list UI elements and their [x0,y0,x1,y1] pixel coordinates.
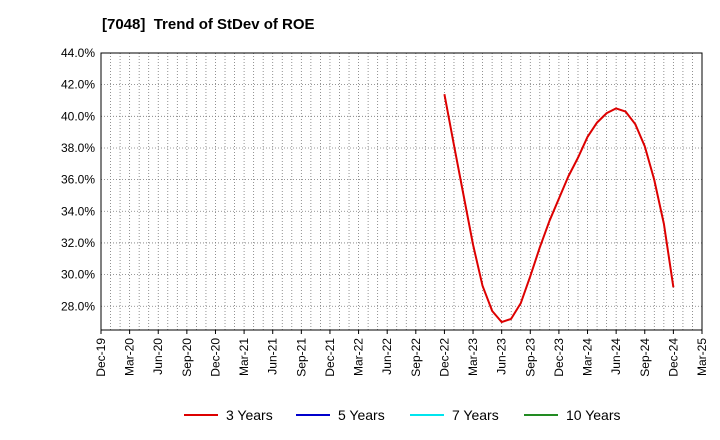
y-tick-label: 42.0% [61,78,95,92]
x-tick-label: Dec-19 [94,338,108,377]
x-tick-label: Sep-23 [523,338,537,377]
x-tick-label: Mar-20 [123,338,137,376]
x-tick-label: Dec-23 [552,338,566,377]
legend-label-3-years: 3 Years [226,407,273,423]
x-tick-label: Mar-22 [352,338,366,376]
x-tick-label: Mar-21 [237,338,251,376]
x-tick-label: Sep-20 [180,338,194,377]
x-tick-label: Dec-22 [437,338,451,377]
legend-item-10-years: 10 Years [524,404,621,426]
legend-swatch-7-years [410,414,444,416]
series-layer [443,94,675,324]
axes: 28.0% 30.0% 32.0% 34.0% 36.0% 38.0% 40.0% 42.0%… [61,46,709,377]
legend-swatch-10-years [524,414,558,416]
x-tick-label: Dec-20 [208,338,222,377]
legend-item-5-years: 5 Years [296,404,385,426]
y-tick-label: 32.0% [61,236,95,250]
legend-swatch-5-years [296,414,330,416]
x-tick-label: Mar-24 [581,338,595,376]
plot-frame [100,52,703,331]
grid-lines [101,52,702,330]
legend-label-10-years: 10 Years [566,407,621,423]
chart-title: [7048] Trend of StDev of ROE [102,16,315,33]
legend-item-3-years: 3 Years [184,404,273,426]
legend-item-7-years: 7 Years [410,404,499,426]
y-tick-label: 28.0% [61,299,95,313]
y-tick-label: 36.0% [61,173,95,187]
y-tick-label: 40.0% [61,109,95,123]
x-tick-label: Jun-22 [380,338,394,375]
legend-swatch-3-years [184,414,218,416]
y-tick-label: 44.0% [61,46,95,60]
x-tick-label: Jun-24 [609,338,623,375]
legend-label-7-years: 7 Years [452,407,499,423]
x-tick-label: Mar-25 [695,338,709,376]
legend: 3 Years 5 Years 7 Years 10 Years [0,404,720,426]
legend-label-5-years: 5 Years [338,407,385,423]
x-tick-label: Jun-20 [151,338,165,375]
x-tick-label: Dec-24 [666,338,680,377]
x-tick-label: Dec-21 [323,338,337,377]
x-tick-label: Sep-22 [409,338,423,377]
y-tick-label: 34.0% [61,204,95,218]
y-tick-label: 38.0% [61,141,95,155]
x-tick-label: Jun-21 [266,338,280,375]
y-tick-label: 30.0% [61,268,95,282]
x-tick-label: Jun-23 [495,338,509,375]
x-tick-label: Mar-23 [466,338,480,376]
x-tick-label: Sep-24 [638,338,652,377]
x-tick-label: Sep-21 [294,338,308,377]
